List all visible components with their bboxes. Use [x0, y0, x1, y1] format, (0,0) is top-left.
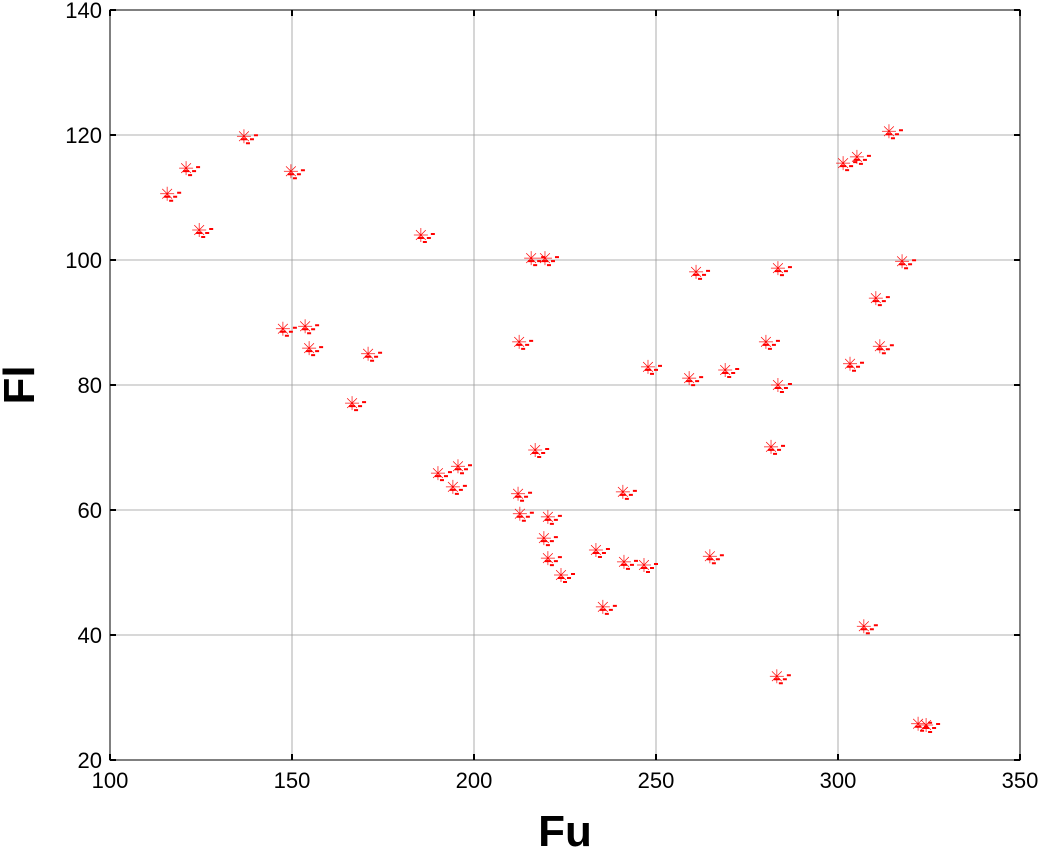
- data-point: [192, 223, 214, 238]
- data-points: [160, 124, 941, 733]
- data-point: [718, 363, 740, 378]
- data-point: [540, 509, 562, 525]
- x-tick-label: 250: [638, 768, 675, 793]
- data-point: [769, 669, 791, 685]
- data-point: [881, 124, 903, 140]
- data-point: [179, 161, 201, 177]
- data-point: [512, 506, 534, 522]
- data-point: [283, 164, 305, 180]
- y-tick-label: 60: [78, 498, 102, 523]
- y-tick-label: 20: [78, 748, 102, 773]
- data-point: [445, 479, 467, 495]
- data-point: [595, 599, 617, 615]
- data-point: [540, 551, 562, 567]
- data-point: [236, 129, 258, 145]
- data-point: [298, 319, 320, 335]
- data-point: [843, 356, 865, 372]
- data-point: [616, 554, 638, 570]
- data-point: [836, 156, 858, 172]
- data-point: [689, 264, 711, 280]
- data-point: [160, 186, 182, 202]
- data-point: [770, 261, 792, 277]
- data-point: [511, 486, 533, 502]
- data-point: [345, 396, 367, 412]
- axis-ticks: 100 150 200 250 300 350 20 40 60 80 100 120 140: [65, 0, 1038, 793]
- x-axis-label: Fu: [538, 807, 592, 850]
- x-tick-label: 100: [92, 768, 129, 793]
- data-point: [919, 718, 941, 733]
- data-point: [553, 568, 575, 583]
- y-axis-label: Fl: [0, 365, 44, 404]
- x-tick-label: 350: [1002, 768, 1039, 793]
- data-point: [872, 339, 894, 355]
- data-point: [275, 321, 297, 337]
- data-point: [770, 378, 792, 393]
- data-point: [528, 443, 550, 458]
- y-tick-label: 140: [65, 0, 102, 23]
- data-point: [450, 459, 472, 475]
- grid: [109, 9, 1021, 761]
- data-point: [512, 334, 534, 350]
- x-tick-label: 150: [274, 768, 311, 793]
- x-tick-label: 200: [456, 768, 493, 793]
- y-tick-label: 80: [78, 373, 102, 398]
- data-point: [856, 619, 878, 635]
- data-point: [524, 251, 546, 267]
- data-point: [537, 251, 559, 267]
- data-point: [868, 291, 890, 307]
- data-point: [536, 531, 558, 547]
- data-point: [764, 439, 786, 455]
- data-point: [430, 466, 452, 482]
- data-point: [615, 484, 637, 500]
- data-point: [302, 341, 324, 357]
- y-tick-label: 100: [65, 248, 102, 273]
- data-point: [636, 558, 658, 573]
- y-tick-label: 120: [65, 123, 102, 148]
- x-tick-label: 300: [820, 768, 857, 793]
- data-point: [895, 254, 917, 270]
- data-point: [361, 346, 383, 362]
- data-point: [588, 543, 610, 558]
- y-tick-label: 40: [78, 623, 102, 648]
- data-point: [682, 371, 704, 387]
- data-point: [413, 228, 435, 243]
- data-point: [758, 334, 780, 350]
- data-point: [702, 549, 724, 565]
- data-point: [849, 149, 871, 165]
- data-point: [640, 359, 662, 375]
